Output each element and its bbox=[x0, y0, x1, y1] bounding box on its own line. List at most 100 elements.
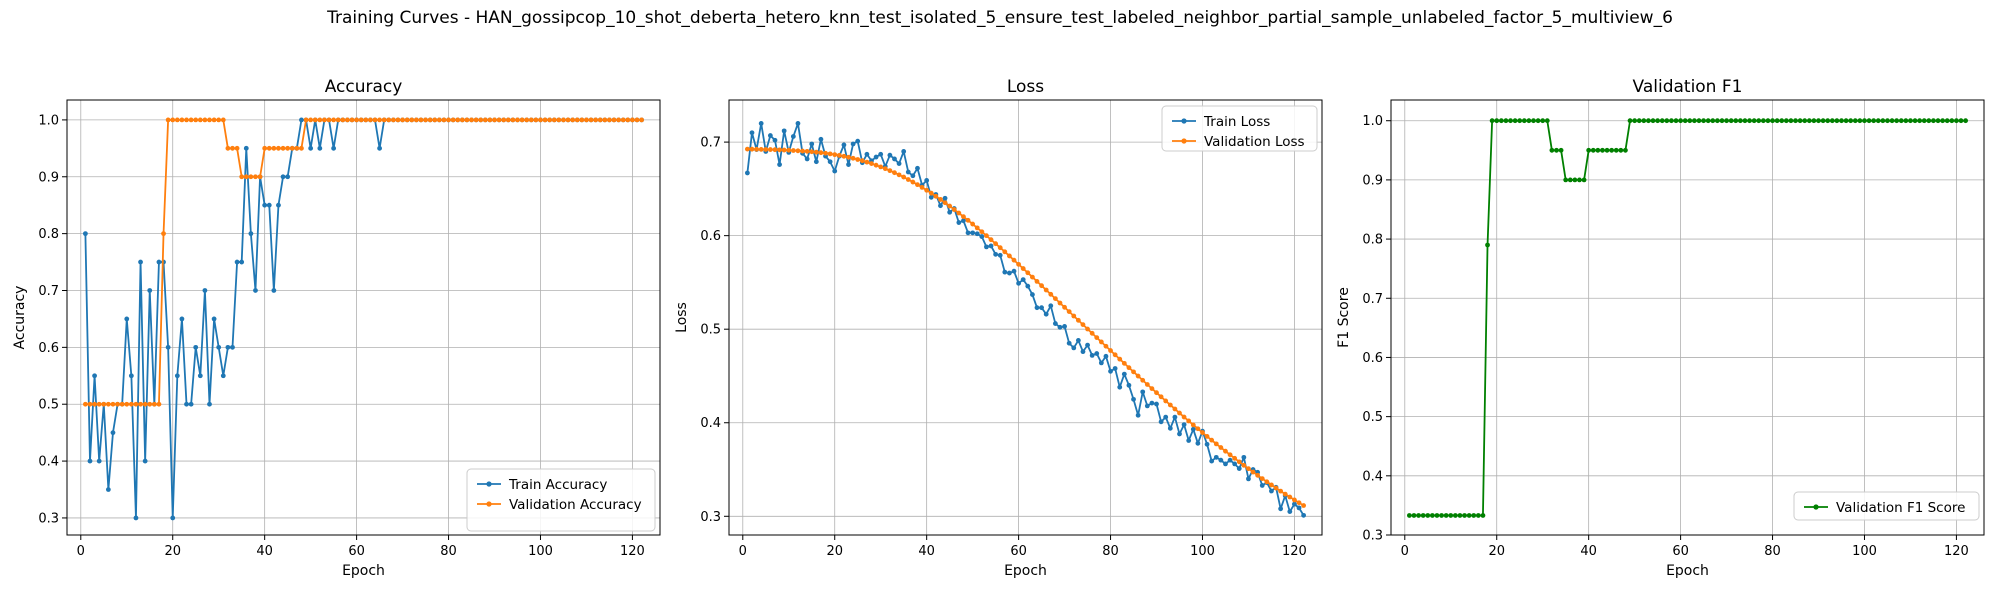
data-point bbox=[1646, 118, 1651, 124]
y-tick-label: 1.0 bbox=[1362, 114, 1383, 129]
data-point bbox=[1650, 118, 1656, 124]
data-point bbox=[1632, 118, 1638, 124]
data-point bbox=[915, 165, 920, 171]
data-point bbox=[933, 193, 939, 199]
data-point bbox=[924, 178, 930, 183]
data-point bbox=[630, 117, 635, 123]
data-point bbox=[869, 161, 874, 167]
data-point bbox=[850, 155, 856, 161]
data-point bbox=[855, 138, 861, 144]
data-point bbox=[105, 487, 111, 492]
x-tick-label: 100 bbox=[528, 544, 553, 559]
legend: Train Loss Validation Loss bbox=[1161, 105, 1318, 152]
data-point bbox=[92, 373, 97, 379]
data-point bbox=[1908, 118, 1913, 124]
data-point bbox=[1770, 118, 1775, 124]
data-point bbox=[1085, 342, 1090, 348]
data-point bbox=[225, 145, 231, 151]
data-point bbox=[1190, 422, 1196, 428]
data-point bbox=[1512, 118, 1518, 124]
data-point bbox=[1595, 147, 1601, 153]
chart-panel-1: 0 20 40 60 80 100 120 0.3 0.4 0.5 0.6 0.7 0.8 0.9 1.0 A… bbox=[12, 77, 661, 579]
data-point bbox=[1756, 118, 1762, 124]
data-point bbox=[1144, 382, 1150, 387]
data-point bbox=[1728, 118, 1734, 124]
data-point bbox=[101, 401, 107, 407]
data-point bbox=[1089, 352, 1095, 358]
data-point bbox=[915, 182, 920, 188]
data-point bbox=[1232, 455, 1238, 461]
data-point bbox=[92, 401, 97, 407]
data-point bbox=[299, 145, 304, 151]
data-point bbox=[1259, 483, 1265, 488]
x-tick-label: 120 bbox=[620, 544, 645, 559]
axes-frame bbox=[728, 99, 1323, 536]
data-point bbox=[1103, 343, 1109, 349]
data-point bbox=[556, 117, 562, 123]
data-point bbox=[970, 221, 976, 227]
data-point bbox=[1623, 147, 1628, 153]
data-point bbox=[1544, 118, 1550, 124]
data-point bbox=[993, 241, 999, 247]
data-point bbox=[390, 117, 396, 123]
y-tick-label: 0.7 bbox=[700, 136, 721, 151]
data-point bbox=[813, 149, 819, 155]
data-point bbox=[864, 151, 870, 157]
data-point bbox=[308, 117, 314, 123]
data-point bbox=[1894, 118, 1900, 124]
data-point bbox=[409, 117, 415, 123]
data-point bbox=[1052, 321, 1058, 326]
data-point bbox=[744, 146, 750, 152]
data-point bbox=[1420, 513, 1426, 518]
data-point bbox=[1609, 147, 1615, 153]
data-point bbox=[1742, 118, 1748, 124]
chart-panel-3: 0 20 40 60 80 100 120 0.3 0.4 0.5 0.6 0.7 0.8 0.9 1.0 V… bbox=[1336, 77, 1985, 579]
data-point bbox=[795, 148, 801, 154]
data-point bbox=[1011, 268, 1017, 274]
data-point bbox=[1048, 291, 1054, 297]
data-point bbox=[1480, 513, 1486, 518]
y-tick-label: 0.9 bbox=[1362, 173, 1383, 188]
data-point bbox=[790, 134, 796, 139]
data-point bbox=[1098, 360, 1104, 366]
data-point bbox=[1627, 118, 1633, 124]
data-point bbox=[846, 154, 851, 160]
data-point bbox=[1052, 296, 1058, 301]
data-point bbox=[1172, 414, 1178, 420]
data-point bbox=[1278, 488, 1284, 494]
y-tick-label: 0.7 bbox=[38, 284, 59, 299]
data-point bbox=[1167, 425, 1173, 431]
data-point bbox=[1292, 497, 1297, 503]
data-point bbox=[795, 120, 801, 126]
data-point bbox=[896, 161, 902, 167]
data-point bbox=[128, 373, 134, 379]
y-tick-label: 0.6 bbox=[700, 229, 721, 244]
x-tick-label: 60 bbox=[348, 544, 365, 559]
data-point bbox=[1820, 118, 1826, 124]
series-line-1 bbox=[746, 122, 1305, 516]
x-tick-label: 100 bbox=[1852, 544, 1877, 559]
data-point bbox=[404, 117, 410, 123]
data-point bbox=[1641, 118, 1647, 124]
data-point bbox=[303, 117, 309, 123]
y-tick-label: 0.3 bbox=[700, 510, 721, 525]
data-point bbox=[887, 152, 893, 158]
data-point bbox=[1866, 118, 1872, 124]
data-point bbox=[317, 145, 323, 151]
data-point bbox=[841, 142, 847, 148]
data-point bbox=[947, 203, 953, 209]
data-point bbox=[790, 148, 796, 153]
data-point bbox=[1025, 283, 1031, 289]
data-point bbox=[1080, 349, 1086, 355]
data-point bbox=[524, 117, 530, 123]
data-point bbox=[892, 156, 897, 162]
data-point bbox=[938, 197, 943, 202]
x-tick-label: 0 bbox=[77, 544, 85, 559]
data-point bbox=[1223, 448, 1228, 454]
data-point bbox=[1085, 326, 1090, 332]
data-point bbox=[459, 117, 465, 123]
data-point bbox=[961, 214, 966, 220]
data-point bbox=[1696, 118, 1702, 124]
data-point bbox=[1209, 437, 1215, 443]
data-point bbox=[1852, 118, 1858, 124]
